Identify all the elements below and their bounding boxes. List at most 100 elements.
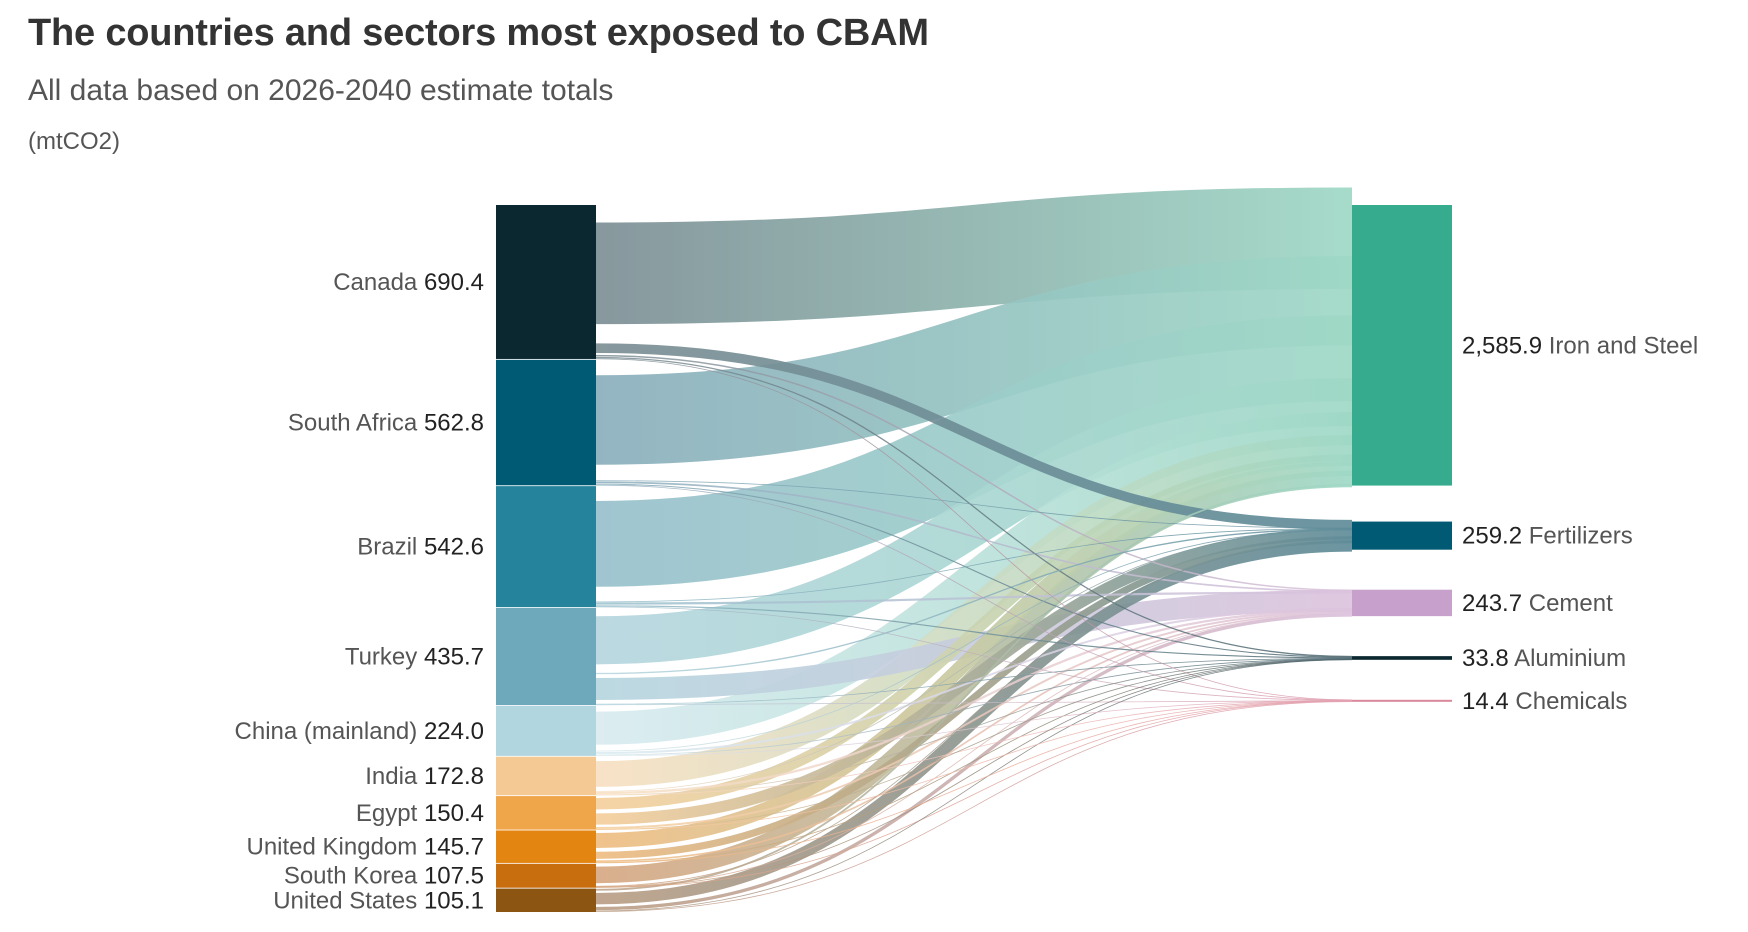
flow-united-states-to-fertilizers: [595, 540, 1353, 905]
source-label-egypt: Egypt 150.4: [356, 800, 484, 827]
source-name: Turkey: [345, 644, 424, 671]
flow-united-states-to-cement: [595, 613, 1353, 911]
source-name: China (mainland): [235, 718, 424, 745]
source-label-canada: Canada 690.4: [333, 269, 484, 296]
flow-egypt-to-aluminium: [595, 658, 1353, 830]
target-name: Iron and Steel: [1549, 332, 1698, 359]
source-name: South Korea: [284, 863, 424, 890]
source-value: 105.1: [424, 887, 484, 914]
flow-china-mainland-to-chemicals: [595, 700, 1353, 757]
flow-south-africa-to-chemicals: [595, 484, 1353, 701]
flow-turkey-to-iron-and-steel: [595, 378, 1353, 665]
flow-egypt-to-fertilizers: [595, 528, 1353, 825]
flow-india-to-chemicals: [595, 700, 1353, 796]
flow-south-korea-to-fertilizers: [595, 541, 1353, 887]
source-label-united-kingdom: United Kingdom 145.7: [247, 834, 485, 861]
flow-brazil-to-fertilizers: [595, 528, 1353, 603]
target-node-iron-and-steel: [1352, 205, 1452, 486]
flow-egypt-to-chemicals: [595, 700, 1353, 830]
flow-south-africa-to-aluminium: [595, 483, 1353, 658]
flow-canada-to-aluminium: [595, 356, 1353, 658]
source-name: United Kingdom: [247, 834, 424, 861]
flow-canada-to-iron-and-steel: [595, 187, 1353, 325]
sankey-labels: Canada 690.4 South Africa 562.8 Brazil 542…: [235, 269, 1699, 914]
flow-united-kingdom-to-fertilizers: [595, 536, 1353, 859]
source-node-egypt: [496, 796, 596, 830]
source-node-south-korea: [496, 863, 596, 888]
target-value: 243.7: [1462, 590, 1529, 617]
flow-united-kingdom-to-cement: [595, 612, 1353, 863]
flow-united-kingdom-to-chemicals: [595, 700, 1353, 864]
source-label-turkey: Turkey 435.7: [345, 644, 484, 671]
flow-brazil-to-chemicals: [595, 606, 1353, 701]
source-value: 107.5: [424, 863, 484, 890]
source-value: 562.8: [424, 410, 484, 437]
flow-brazil-to-aluminium: [595, 605, 1353, 659]
flow-united-states-to-aluminium: [595, 659, 1353, 912]
flow-brazil-to-cement: [595, 591, 1353, 605]
target-value: 2,585.9: [1462, 332, 1549, 359]
source-value: 224.0: [424, 718, 484, 745]
flow-india-to-aluminium: [595, 658, 1353, 796]
flow-china-mainland-to-fertilizers: [595, 529, 1353, 752]
source-node-brazil: [496, 486, 596, 608]
flow-united-kingdom-to-aluminium: [595, 659, 1353, 863]
source-node-south-africa: [496, 359, 596, 486]
flow-india-to-iron-and-steel: [595, 435, 1353, 787]
source-node-china-mainland: [496, 705, 596, 756]
source-label-india: India 172.8: [365, 763, 484, 790]
target-value: 259.2: [1462, 523, 1529, 550]
source-node-india: [496, 756, 596, 796]
source-label-brazil: Brazil 542.6: [357, 534, 484, 561]
source-value: 145.7: [424, 834, 484, 861]
source-name: Brazil: [357, 534, 424, 561]
target-node-aluminium: [1352, 656, 1452, 660]
flow-turkey-to-aluminium: [595, 658, 1353, 705]
flow-egypt-to-cement: [595, 610, 1353, 829]
flow-india-to-fertilizers: [595, 529, 1353, 792]
chart-subtitle: All data based on 2026-2040 estimate tot…: [28, 74, 614, 107]
flow-turkey-to-fertilizers: [595, 528, 1353, 675]
target-node-chemicals: [1352, 699, 1452, 702]
target-node-fertilizers: [1352, 521, 1452, 550]
source-name: Canada: [333, 269, 424, 296]
flow-canada-to-fertilizers: [595, 343, 1353, 530]
target-label-iron-and-steel: 2,585.9 Iron and Steel: [1462, 332, 1698, 359]
flow-canada-to-cement: [595, 354, 1353, 591]
flow-south-africa-to-iron-and-steel: [595, 256, 1353, 465]
flow-south-africa-to-fertilizers: [595, 480, 1353, 529]
flow-canada-to-chemicals: [595, 358, 1353, 701]
source-value: 172.8: [424, 763, 484, 790]
source-node-canada: [496, 205, 596, 359]
target-name: Aluminium: [1514, 645, 1626, 672]
source-name: India: [365, 763, 424, 790]
sankey-nodes: [496, 205, 1452, 912]
target-value: 33.8: [1462, 645, 1514, 672]
source-label-south-korea: South Korea 107.5: [284, 863, 484, 890]
sankey-links: [595, 187, 1353, 912]
unit-label: (mtCO2): [28, 128, 120, 155]
flow-south-korea-to-aluminium: [595, 659, 1353, 888]
source-value: 542.6: [424, 534, 484, 561]
target-label-aluminium: 33.8 Aluminium: [1462, 645, 1626, 672]
source-node-united-kingdom: [496, 830, 596, 863]
source-name: United States: [273, 887, 424, 914]
target-node-cement: [1352, 589, 1452, 617]
target-value: 14.4: [1462, 688, 1515, 715]
source-value: 690.4: [424, 269, 484, 296]
target-label-chemicals: 14.4 Chemicals: [1462, 688, 1627, 715]
source-value: 150.4: [424, 800, 484, 827]
flow-united-kingdom-to-iron-and-steel: [595, 461, 1353, 848]
target-label-fertilizers: 259.2 Fertilizers: [1462, 523, 1633, 550]
flow-china-mainland-to-aluminium: [595, 658, 1353, 756]
flow-south-korea-to-chemicals: [595, 700, 1353, 888]
flow-china-mainland-to-iron-and-steel: [595, 412, 1353, 745]
target-name: Cement: [1529, 590, 1613, 617]
target-name: Fertilizers: [1529, 523, 1633, 550]
source-name: Egypt: [356, 800, 424, 827]
source-label-united-states: United States 105.1: [273, 887, 484, 914]
flow-india-to-cement: [595, 609, 1353, 795]
flow-united-states-to-chemicals: [595, 701, 1353, 912]
flow-south-korea-to-cement: [595, 613, 1353, 888]
